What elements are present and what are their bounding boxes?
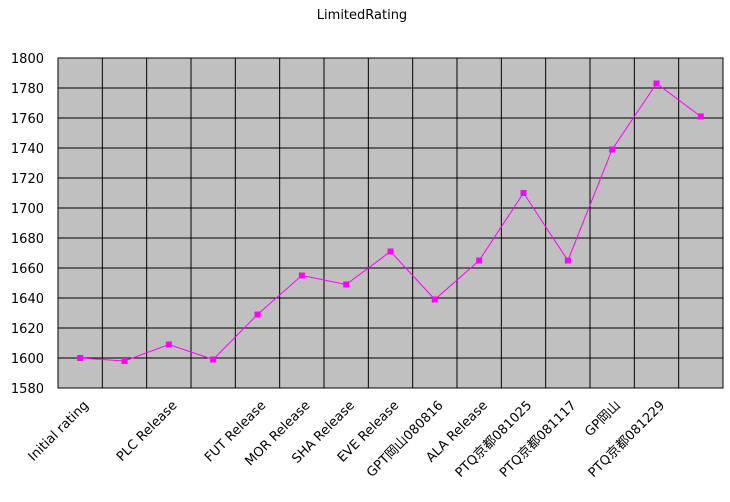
series-group: [77, 80, 704, 364]
x-tick-label: PTQ京都081117: [497, 398, 579, 480]
y-tick-label: 1720: [11, 172, 44, 187]
x-tick-label: PTQ京都081229: [586, 398, 668, 480]
y-tick-label: 1680: [11, 232, 44, 247]
y-tick-label: 1780: [11, 82, 44, 97]
x-tick-label: GPT岡山080816: [364, 398, 446, 480]
data-point: [520, 190, 527, 196]
y-tick-label: 1800: [11, 52, 44, 67]
y-axis: 1580 1600 1620 1640 1660 1680 1700 1720 1740 1760…: [11, 52, 44, 397]
data-point: [298, 272, 305, 279]
chart-title: LimitedRating: [317, 8, 407, 23]
y-tick-label: 1640: [11, 292, 44, 307]
y-tick-label: 1600: [11, 352, 44, 367]
data-point: [77, 355, 84, 361]
y-tick-label: 1760: [11, 112, 44, 127]
data-point: [431, 296, 438, 303]
data-point: [564, 257, 571, 264]
y-tick-label: 1700: [11, 202, 44, 217]
y-tick-label: 1740: [11, 142, 44, 157]
data-point: [653, 80, 660, 87]
x-tick-label: Initial rating: [26, 398, 92, 464]
y-tick-label: 1620: [11, 322, 44, 337]
y-tick-label: 1580: [11, 382, 44, 397]
x-tick-label: PLC Release: [114, 398, 181, 465]
data-point: [609, 146, 616, 153]
data-point: [387, 248, 394, 255]
data-point: [697, 113, 704, 120]
data-point: [254, 311, 261, 318]
data-point: [210, 356, 217, 363]
data-point: [121, 358, 128, 364]
x-tick-label: PTQ京都081025: [453, 398, 535, 480]
plot-area: [57, 57, 724, 389]
grid-lines: [58, 57, 723, 389]
y-tick-label: 1660: [11, 262, 44, 277]
data-point: [165, 341, 172, 348]
x-axis: Initial rating PLC Release FUT ReleaseMOR …: [26, 398, 669, 480]
x-tick-label: GP岡山: [582, 398, 624, 440]
data-point: [476, 257, 483, 264]
data-point: [343, 281, 350, 288]
